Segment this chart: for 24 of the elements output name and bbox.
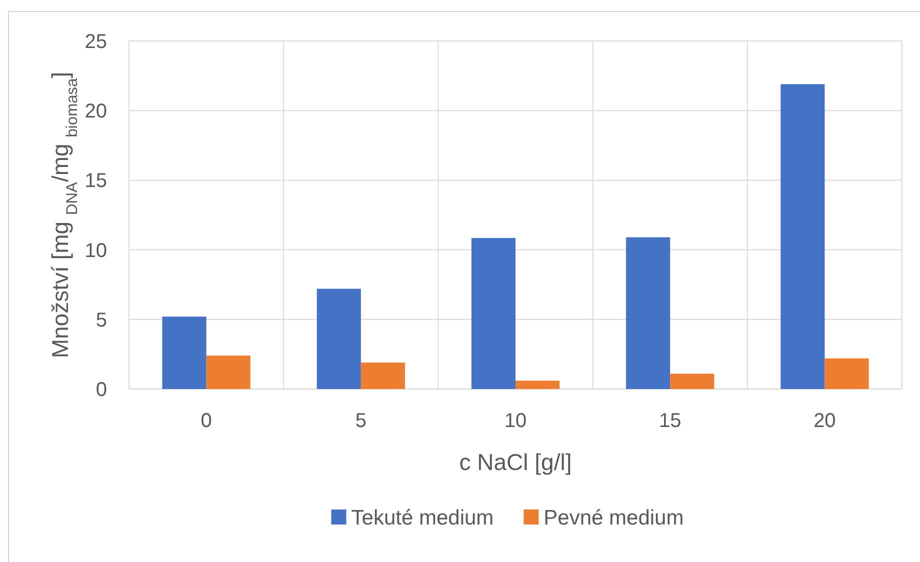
bar	[471, 238, 516, 389]
y-tick-label: 20	[84, 100, 107, 123]
x-tick-label: 0	[200, 410, 212, 432]
bar	[780, 84, 825, 389]
x-axis-title: c NaCl [g/l]	[459, 449, 572, 476]
x-tick-label: 15	[658, 410, 682, 432]
x-tick-label: 5	[355, 410, 366, 432]
bar	[316, 288, 361, 389]
bar	[162, 316, 206, 389]
x-tick-label: 10	[504, 410, 527, 432]
bar	[670, 374, 714, 389]
bar	[516, 380, 560, 389]
bar	[206, 356, 250, 389]
bar	[360, 362, 405, 389]
legend-label: Tekuté medium	[351, 506, 494, 530]
y-tick-label: 15	[84, 170, 107, 192]
bar	[824, 358, 869, 389]
y-tick-label: 10	[84, 240, 107, 262]
x-tick-label: 20	[814, 410, 836, 432]
y-tick-label: 25	[84, 31, 107, 53]
legend-label: Pevné medium	[544, 506, 684, 530]
y-tick-label: 5	[96, 309, 107, 332]
y-tick-label: 0	[96, 379, 107, 401]
bar	[626, 237, 670, 389]
